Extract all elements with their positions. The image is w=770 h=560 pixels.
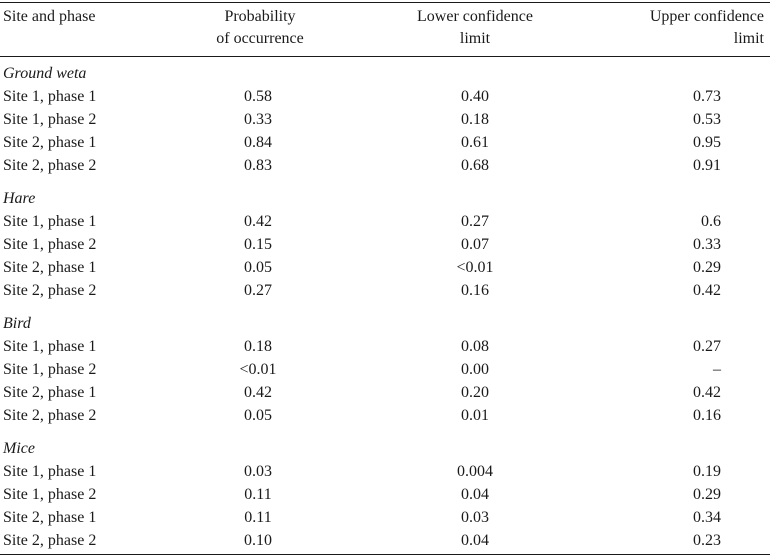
table-row: Site 2, phase 1 0.84 0.61 0.95 bbox=[0, 131, 770, 154]
cell-site: Site 1, phase 2 bbox=[3, 111, 97, 128]
cell-lower: 0.004 bbox=[457, 463, 493, 480]
cell-lower: <0.01 bbox=[456, 259, 494, 276]
header-probability: Probability of occurrence bbox=[216, 8, 304, 47]
group-label-bird: Bird bbox=[3, 315, 31, 332]
cell-site: Site 1, phase 2 bbox=[3, 361, 97, 378]
cell-upper: 0.29 bbox=[693, 486, 721, 503]
cell-lower: 0.68 bbox=[461, 157, 489, 174]
cell-probability: 0.42 bbox=[244, 384, 272, 401]
cell-upper: 0.6 bbox=[701, 213, 721, 230]
cell-site: Site 1, phase 2 bbox=[3, 236, 97, 253]
cell-probability: 0.05 bbox=[244, 407, 272, 424]
table-top-rule bbox=[0, 2, 770, 3]
cell-probability: 0.10 bbox=[244, 532, 272, 549]
table-row: Site 2, phase 1 0.42 0.20 0.42 bbox=[0, 381, 770, 404]
cell-upper: 0.91 bbox=[693, 157, 721, 174]
cell-lower: 0.04 bbox=[461, 486, 489, 503]
cell-lower: 0.27 bbox=[461, 213, 489, 230]
cell-site: Site 1, phase 1 bbox=[3, 213, 97, 230]
cell-site: Site 2, phase 1 bbox=[3, 134, 97, 151]
cell-probability: 0.58 bbox=[244, 88, 272, 105]
cell-upper: 0.34 bbox=[693, 509, 721, 526]
cell-lower: 0.00 bbox=[461, 361, 489, 378]
cell-upper: 0.19 bbox=[693, 463, 721, 480]
cell-upper: 0.42 bbox=[693, 282, 721, 299]
cell-lower: 0.07 bbox=[461, 236, 489, 253]
cell-probability: 0.84 bbox=[244, 134, 272, 151]
cell-lower: 0.01 bbox=[461, 407, 489, 424]
cell-probability: 0.83 bbox=[244, 157, 272, 174]
table-row: Site 1, phase 2 <0.01 0.00 – bbox=[0, 358, 770, 381]
header-rule bbox=[0, 56, 770, 57]
cell-lower: 0.08 bbox=[461, 338, 489, 355]
table-row: Site 2, phase 2 0.05 0.01 0.16 bbox=[0, 404, 770, 427]
table-row: Site 2, phase 2 0.83 0.68 0.91 bbox=[0, 154, 770, 177]
cell-site: Site 1, phase 1 bbox=[3, 88, 97, 105]
cell-probability: 0.18 bbox=[244, 338, 272, 355]
cell-lower: 0.61 bbox=[461, 134, 489, 151]
cell-upper: 0.42 bbox=[693, 384, 721, 401]
table-row: Site 1, phase 1 0.03 0.004 0.19 bbox=[0, 460, 770, 483]
cell-probability: 0.15 bbox=[244, 236, 272, 253]
table-row: Site 2, phase 1 0.05 <0.01 0.29 bbox=[0, 256, 770, 279]
table-row: Site 1, phase 2 0.11 0.04 0.29 bbox=[0, 483, 770, 506]
cell-upper: 0.95 bbox=[693, 134, 721, 151]
cell-site: Site 2, phase 1 bbox=[3, 509, 97, 526]
cell-lower: 0.04 bbox=[461, 532, 489, 549]
header-site-and-phase: Site and phase bbox=[3, 8, 96, 25]
cell-site: Site 1, phase 1 bbox=[3, 338, 97, 355]
cell-site: Site 2, phase 2 bbox=[3, 157, 97, 174]
table-row: Site 1, phase 2 0.33 0.18 0.53 bbox=[0, 108, 770, 131]
cell-probability: <0.01 bbox=[239, 361, 277, 378]
cell-probability: 0.03 bbox=[244, 463, 272, 480]
group-label-hare: Hare bbox=[3, 190, 36, 207]
cell-upper: 0.53 bbox=[693, 111, 721, 128]
cell-site: Site 1, phase 2 bbox=[3, 486, 97, 503]
cell-probability: 0.11 bbox=[244, 486, 272, 503]
cell-upper: – bbox=[713, 361, 721, 378]
cell-lower: 0.03 bbox=[461, 509, 489, 526]
cell-lower: 0.16 bbox=[461, 282, 489, 299]
cell-site: Site 2, phase 2 bbox=[3, 532, 97, 549]
cell-upper: 0.16 bbox=[693, 407, 721, 424]
cell-upper: 0.29 bbox=[693, 259, 721, 276]
group-label-mice: Mice bbox=[3, 440, 35, 457]
table-row: Site 1, phase 1 0.42 0.27 0.6 bbox=[0, 210, 770, 233]
table-row: Site 1, phase 1 0.18 0.08 0.27 bbox=[0, 335, 770, 358]
cell-probability: 0.27 bbox=[244, 282, 272, 299]
header-upper-limit: Upper confidence limit bbox=[649, 8, 764, 47]
table-row: Site 2, phase 2 0.10 0.04 0.23 bbox=[0, 529, 770, 552]
cell-lower: 0.40 bbox=[461, 88, 489, 105]
table-row: Site 1, phase 2 0.15 0.07 0.33 bbox=[0, 233, 770, 256]
cell-site: Site 1, phase 1 bbox=[3, 463, 97, 480]
cell-probability: 0.11 bbox=[244, 509, 272, 526]
cell-probability: 0.05 bbox=[244, 259, 272, 276]
table-bottom-rule bbox=[0, 554, 770, 555]
cell-upper: 0.73 bbox=[693, 88, 721, 105]
cell-upper: 0.23 bbox=[693, 532, 721, 549]
cell-lower: 0.18 bbox=[461, 111, 489, 128]
cell-probability: 0.33 bbox=[244, 111, 272, 128]
header-lower-limit: Lower confidence limit bbox=[417, 8, 533, 47]
table-row: Site 2, phase 1 0.11 0.03 0.34 bbox=[0, 506, 770, 529]
table-row: Site 2, phase 2 0.27 0.16 0.42 bbox=[0, 279, 770, 302]
cell-probability: 0.42 bbox=[244, 213, 272, 230]
cell-site: Site 2, phase 2 bbox=[3, 407, 97, 424]
table-row: Site 1, phase 1 0.58 0.40 0.73 bbox=[0, 85, 770, 108]
cell-site: Site 2, phase 1 bbox=[3, 259, 97, 276]
group-label-ground-weta: Ground weta bbox=[3, 65, 87, 82]
cell-upper: 0.27 bbox=[693, 338, 721, 355]
cell-upper: 0.33 bbox=[693, 236, 721, 253]
cell-lower: 0.20 bbox=[461, 384, 489, 401]
cell-site: Site 2, phase 2 bbox=[3, 282, 97, 299]
cell-site: Site 2, phase 1 bbox=[3, 384, 97, 401]
